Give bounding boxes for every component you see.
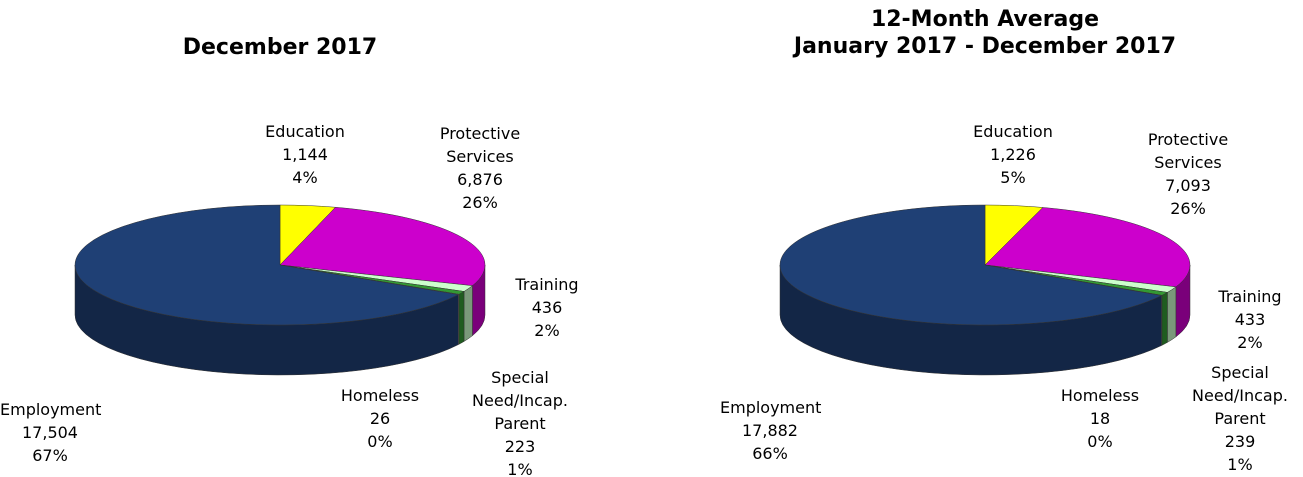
chart-subtitle: January 2017 - December 2017 xyxy=(793,34,1177,59)
slice-name: Employment xyxy=(720,398,822,417)
slice xyxy=(779,204,1163,326)
slice-name: Education xyxy=(973,122,1053,141)
slice-value: 433 xyxy=(1234,310,1266,329)
slice-label: Special Need/Incap. Parent 223 1% xyxy=(470,366,570,477)
slice-label: Protective Services 7,093 26% xyxy=(1138,128,1238,220)
slice-label: Protective Services 6,876 26% xyxy=(430,122,530,214)
slice-label: Homeless 26 0% xyxy=(340,384,420,453)
slice-percent: 4% xyxy=(292,168,318,187)
slice-percent: 5% xyxy=(1000,168,1026,187)
chart-title: 12-Month Average xyxy=(870,7,1100,32)
slice-label: Education 1,226 5% xyxy=(968,120,1058,189)
slice-percent: 2% xyxy=(1237,333,1263,352)
slice-name: Education xyxy=(265,122,345,141)
slice-label: Employment 17,882 66% xyxy=(720,396,822,465)
slice xyxy=(74,204,460,326)
slice-percent: 0% xyxy=(367,432,393,451)
slice-label: Homeless 18 0% xyxy=(1060,384,1140,453)
slice-name: Protective Services xyxy=(439,124,521,166)
slice-name: Protective Services xyxy=(1147,130,1229,172)
slice-name: Employment xyxy=(0,400,102,419)
slice-side xyxy=(463,285,473,342)
slice xyxy=(279,206,486,286)
slice-name: Training xyxy=(515,275,579,294)
slice-percent: 66% xyxy=(752,444,788,463)
slice-value: 223 xyxy=(504,437,536,456)
slice-label: Employment 17,504 67% xyxy=(0,398,102,467)
slice-name: Training xyxy=(1218,287,1282,306)
slice-name: Homeless xyxy=(340,386,420,405)
slice-value: 1,144 xyxy=(282,145,328,164)
slice-label: Training 436 2% xyxy=(507,273,587,342)
slice-side xyxy=(1167,286,1177,343)
slice-side xyxy=(458,291,465,345)
slice-value: 7,093 xyxy=(1165,176,1211,195)
slice-value: 6,876 xyxy=(457,170,503,189)
slice-value: 17,504 xyxy=(22,423,78,442)
slice-value: 26 xyxy=(369,409,391,428)
slice-label: Special Need/Incap. Parent 239 1% xyxy=(1190,361,1290,476)
slice-value: 239 xyxy=(1224,432,1256,451)
slice-name: Special Need/Incap. Parent xyxy=(472,368,568,433)
slice-percent: 26% xyxy=(462,193,498,212)
slice-value: 1,226 xyxy=(990,145,1036,164)
slice-value: 17,882 xyxy=(742,421,798,440)
slice-percent: 2% xyxy=(534,321,560,340)
slice-name: Special Need/Incap. Parent xyxy=(1192,363,1288,428)
slice-percent: 1% xyxy=(1227,455,1253,474)
slice-value: 436 xyxy=(531,298,563,317)
slice-label: Training 433 2% xyxy=(1210,285,1290,354)
slice-side xyxy=(1161,291,1168,346)
slice-percent: 1% xyxy=(507,460,533,477)
pie xyxy=(74,204,486,376)
slice xyxy=(984,207,1191,288)
pie xyxy=(779,204,1191,376)
slice-percent: 67% xyxy=(32,446,68,465)
slice-label: Education 1,144 4% xyxy=(260,120,350,189)
slice-value: 18 xyxy=(1089,409,1111,428)
slice-name: Homeless xyxy=(1060,386,1140,405)
slice-percent: 26% xyxy=(1170,199,1206,218)
slice-percent: 0% xyxy=(1087,432,1113,451)
chart-title: December 2017 xyxy=(182,35,378,60)
